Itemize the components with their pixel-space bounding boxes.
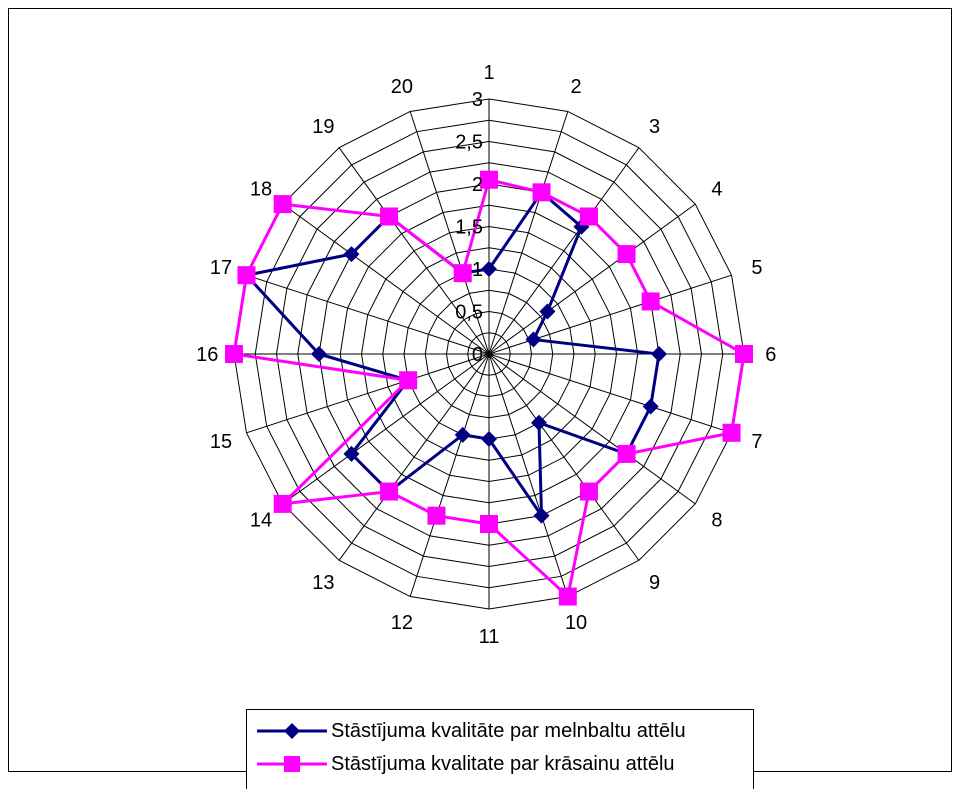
grid-spoke [488, 111, 569, 355]
radial-tick-label: 2,5 [455, 132, 483, 154]
grid-spoke [338, 353, 490, 561]
radial-tick-label: 3 [472, 89, 483, 111]
data-point-square [273, 195, 292, 214]
data-point-diamond [651, 346, 667, 362]
grid-spoke [282, 203, 490, 355]
grid-spoke [282, 353, 490, 505]
data-point-square [579, 207, 598, 226]
legend-diamond-marker-icon [257, 723, 327, 739]
category-label: 3 [649, 116, 660, 138]
grid-spoke [488, 353, 569, 597]
data-point-square [273, 494, 292, 513]
data-point-diamond [343, 445, 360, 462]
data-point-square [617, 444, 636, 463]
category-label: 15 [210, 431, 232, 453]
category-label: 16 [196, 344, 218, 366]
series-layer [225, 170, 753, 606]
category-label: 20 [391, 76, 413, 98]
data-point-diamond [539, 303, 556, 320]
data-point-diamond [530, 414, 547, 431]
category-label: 12 [391, 612, 413, 634]
data-point-diamond [525, 331, 542, 348]
data-point-square [722, 423, 741, 442]
chart-frame: 0 0,5 1 1,5 2 2,5 3 1 2 3 4 5 6 7 8 9 10 11 12 13 14 15 16 17 18… [8, 8, 952, 789]
category-label: 1 [483, 62, 494, 84]
label-layer: 00,511,522,53123456789101112131415161718… [196, 62, 776, 648]
radar-grid [233, 98, 745, 610]
data-point-diamond [311, 346, 327, 362]
grid-spoke [488, 147, 640, 355]
grid-spoke [338, 147, 490, 355]
legend-item-series-1: Stāstījuma kvalitāte par melnbaltu attēl… [257, 716, 686, 746]
category-label: 6 [765, 344, 776, 366]
data-point-diamond [642, 398, 659, 415]
radial-tick-label: 0,5 [455, 302, 483, 324]
category-label: 13 [312, 572, 334, 594]
data-point-square [380, 207, 399, 226]
data-point-diamond [533, 507, 550, 524]
data-point-diamond [481, 261, 497, 277]
grid-spoke [488, 353, 696, 505]
data-point-square [453, 264, 472, 283]
category-label: 7 [751, 431, 762, 453]
data-point-square [480, 170, 498, 189]
data-point-square [641, 292, 660, 311]
legend-label-series-1: Stāstījuma kvalitāte par melnbaltu attēl… [331, 719, 686, 742]
grid-spoke [246, 274, 490, 355]
category-label: 11 [479, 626, 500, 648]
data-point-square [427, 506, 446, 525]
category-label: 10 [565, 612, 587, 634]
grid-spoke [246, 353, 490, 434]
category-label: 8 [711, 510, 722, 532]
category-label: 17 [210, 257, 232, 279]
grid-spoke [488, 353, 732, 434]
legend-item-series-2: Stāstījuma kvalitate par krāsainu attēlu [257, 749, 675, 779]
data-point-square [617, 245, 636, 264]
data-point-square [532, 183, 551, 202]
data-point-square [380, 482, 399, 501]
grid-spoke [488, 353, 640, 561]
data-point-square [480, 515, 498, 533]
legend-label-series-2: Stāstījuma kvalitate par krāsainu attēlu [331, 752, 675, 775]
category-label: 18 [250, 178, 272, 200]
chart-legend: Stāstījuma kvalitāte par melnbaltu attēl… [246, 709, 754, 789]
category-label: 14 [250, 510, 272, 532]
data-point-square [579, 482, 598, 501]
radial-tick-label: 0 [472, 344, 483, 366]
data-point-square [399, 371, 418, 390]
category-label: 19 [312, 116, 334, 138]
category-label: 5 [751, 257, 762, 279]
data-point-square [735, 345, 753, 363]
category-label: 4 [711, 178, 722, 200]
data-point-square [558, 587, 577, 606]
grid-spoke [409, 111, 490, 355]
grid-spoke [409, 353, 490, 597]
radial-tick-label: 2 [472, 174, 483, 196]
category-label: 9 [649, 572, 660, 594]
radial-tick-label: 1,5 [455, 217, 483, 239]
data-point-square [237, 266, 256, 285]
radar-chart: 00,511,522,53123456789101112131415161718… [196, 62, 776, 648]
data-point-diamond [454, 426, 471, 443]
data-point-diamond [343, 246, 360, 263]
data-point-square [225, 345, 243, 363]
radial-tick-label: 1 [472, 259, 483, 281]
category-label: 2 [571, 76, 582, 98]
data-point-diamond [481, 431, 497, 447]
legend-square-marker-icon [257, 756, 327, 772]
grid-spoke [488, 203, 696, 355]
